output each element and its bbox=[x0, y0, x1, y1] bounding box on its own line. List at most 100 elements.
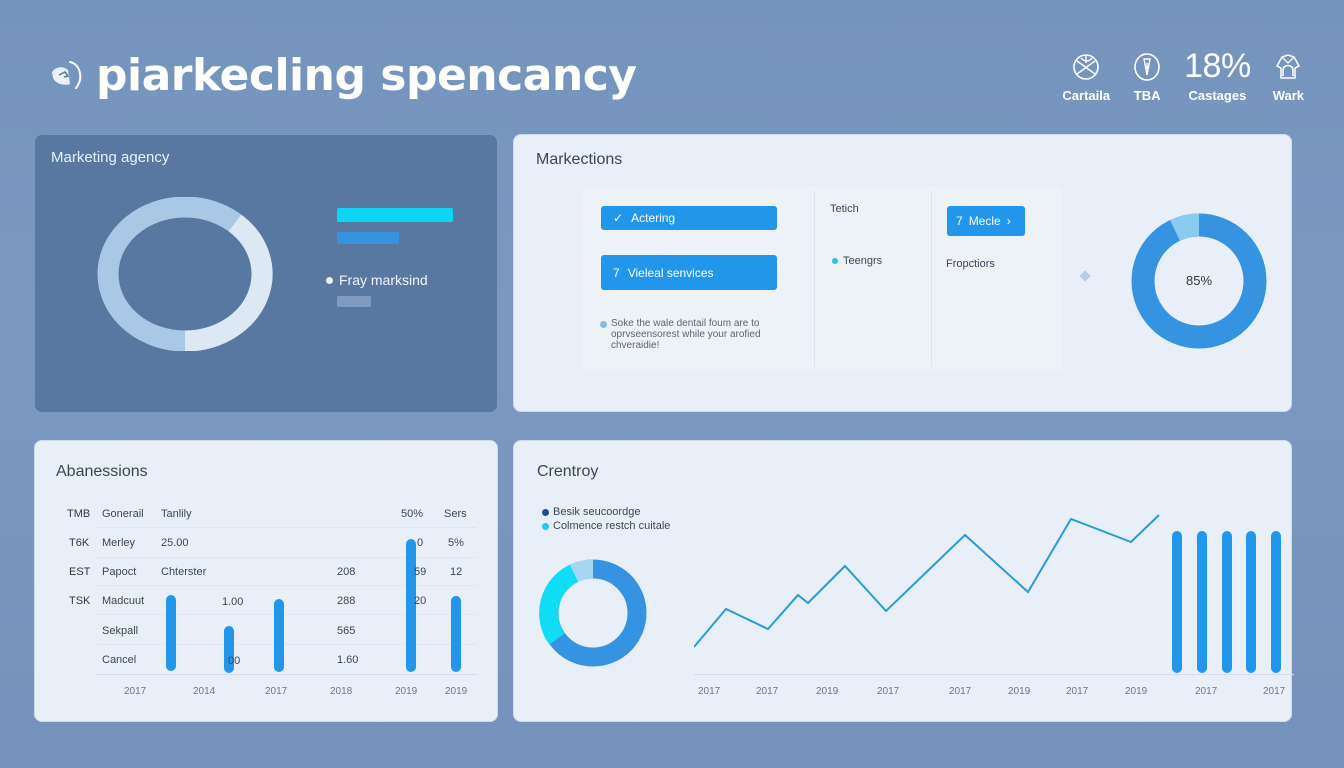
pen-icon bbox=[1134, 53, 1160, 81]
legend-label: Besik seucoordge bbox=[553, 506, 641, 518]
ball-icon bbox=[1073, 54, 1100, 80]
legend-label: Colmence restch cuitale bbox=[553, 520, 671, 532]
marketing-donut-chart bbox=[97, 197, 273, 351]
bar bbox=[224, 626, 234, 673]
stat-label: TBA bbox=[1133, 88, 1161, 103]
cell-value: 1.60 bbox=[337, 654, 359, 666]
bar bbox=[451, 596, 461, 672]
row-name[interactable]: Gonerail bbox=[102, 508, 144, 520]
house-icon bbox=[1276, 54, 1301, 79]
bar bbox=[274, 599, 284, 672]
stat-wark[interactable]: Wark bbox=[1273, 52, 1304, 103]
button-label: Actering bbox=[631, 211, 676, 225]
legend-dot bbox=[542, 523, 549, 530]
row-divider bbox=[97, 527, 477, 528]
swirl-logo-icon bbox=[48, 56, 86, 94]
card-title: Marketing agency bbox=[51, 149, 170, 166]
x-tick: 2018 bbox=[330, 686, 353, 697]
legend-label: Fray marksind bbox=[339, 272, 428, 288]
chevron-right-icon: › bbox=[1006, 214, 1011, 228]
stat-cartaila[interactable]: Cartaila bbox=[1062, 52, 1110, 103]
row-divider bbox=[97, 614, 477, 615]
markections-donut-chart bbox=[1131, 213, 1267, 349]
bar bbox=[1222, 531, 1232, 673]
card-title: Abanessions bbox=[56, 463, 148, 480]
cell-value: 565 bbox=[337, 625, 356, 637]
brand: piarkecling spencancy bbox=[48, 49, 637, 101]
column-item[interactable]: Teengrs bbox=[843, 255, 883, 267]
stat-label: Wark bbox=[1272, 88, 1304, 103]
app-title: piarkecling spencancy bbox=[96, 49, 637, 101]
stat-tba[interactable]: TBA bbox=[1132, 52, 1162, 103]
donut-center-label: 85% bbox=[1185, 273, 1213, 288]
diamond-icon bbox=[1079, 270, 1091, 282]
x-tick: 2017 bbox=[265, 686, 288, 697]
row-divider bbox=[97, 557, 477, 558]
row-divider bbox=[97, 644, 477, 645]
cell-value: 59 bbox=[414, 566, 427, 578]
bar bbox=[1271, 531, 1281, 673]
x-tick: 2019 bbox=[395, 686, 418, 697]
divider bbox=[931, 191, 932, 367]
cell-value: 1.00 bbox=[222, 596, 244, 608]
x-tick: 2017 bbox=[698, 686, 721, 697]
header-stats: Cartaila TBA 18% Castages Wark bbox=[1062, 47, 1304, 103]
column-label: Fropctiors bbox=[946, 258, 995, 270]
row-name[interactable]: Merley bbox=[102, 537, 136, 549]
x-tick: 2019 bbox=[816, 686, 839, 697]
x-tick: 2017 bbox=[877, 686, 900, 697]
button-prefix: 7 bbox=[613, 265, 620, 280]
cell-value: 0 bbox=[417, 537, 424, 549]
x-tick: 2014 bbox=[193, 686, 216, 697]
button-prefix: 7 bbox=[956, 214, 963, 228]
row-name[interactable]: Madcuut bbox=[102, 595, 145, 607]
cell-value: Tanlily bbox=[161, 508, 192, 520]
crentroy-donut-chart bbox=[539, 559, 647, 667]
x-tick: 2017 bbox=[949, 686, 972, 697]
stat-value: 18% bbox=[1184, 47, 1251, 85]
cell-value: 20 bbox=[414, 595, 427, 607]
markections-card: Markections ✓ Actering 7 Vieleal senvice… bbox=[513, 134, 1292, 412]
button-label: Vieleal senvices bbox=[627, 265, 714, 280]
x-axis bbox=[694, 674, 1294, 675]
legend-dot bbox=[326, 277, 333, 284]
progress-bar-blue bbox=[337, 232, 399, 244]
x-tick: 2017 bbox=[124, 686, 147, 697]
status-dot bbox=[832, 258, 838, 264]
more-button[interactable]: 7 Mecle › bbox=[947, 206, 1025, 236]
row-name[interactable]: Sekpall bbox=[102, 625, 139, 637]
x-tick: 2017 bbox=[1263, 686, 1286, 697]
abanessions-card: Abanessions TMB T6K EST TSK Gonerail Mer… bbox=[34, 440, 498, 722]
row-name[interactable]: Papoct bbox=[102, 566, 137, 578]
cell-value: 25.00 bbox=[161, 537, 189, 549]
stat-castages[interactable]: 18% Castages bbox=[1184, 47, 1251, 103]
column-title: Tetich bbox=[830, 203, 859, 215]
row-code: T6K bbox=[69, 537, 90, 549]
services-button[interactable]: 7 Vieleal senvices bbox=[601, 255, 777, 290]
column-header: Sers bbox=[444, 508, 467, 520]
x-tick: 2017 bbox=[756, 686, 779, 697]
actering-button[interactable]: ✓ Actering bbox=[601, 206, 777, 230]
row-code: EST bbox=[69, 566, 91, 578]
stat-label: Cartaila bbox=[1062, 88, 1111, 103]
cell-value: 5% bbox=[448, 537, 464, 549]
crentroy-line-chart bbox=[694, 514, 1160, 648]
row-divider bbox=[97, 585, 477, 586]
bar bbox=[1172, 531, 1182, 673]
row-name[interactable]: Cancel bbox=[102, 654, 137, 666]
x-tick: 2017 bbox=[1195, 686, 1218, 697]
bar bbox=[166, 595, 176, 671]
x-axis bbox=[97, 674, 477, 675]
check-icon: ✓ bbox=[613, 211, 624, 225]
x-tick: 2017 bbox=[1066, 686, 1089, 697]
x-tick: 2019 bbox=[445, 686, 468, 697]
bar bbox=[1197, 531, 1207, 673]
crentroy-card: Crentroy Besik seucoordge Colmence restc… bbox=[513, 440, 1294, 722]
cell-value: 12 bbox=[450, 566, 463, 578]
marketing-agency-card: Marketing agency Fray marksind bbox=[34, 134, 498, 413]
progress-bar-muted bbox=[337, 296, 371, 307]
x-tick: 2019 bbox=[1125, 686, 1148, 697]
cell-value: 208 bbox=[337, 566, 356, 578]
progress-bar-cyan bbox=[337, 208, 453, 222]
cell-value: 00 bbox=[228, 655, 241, 667]
